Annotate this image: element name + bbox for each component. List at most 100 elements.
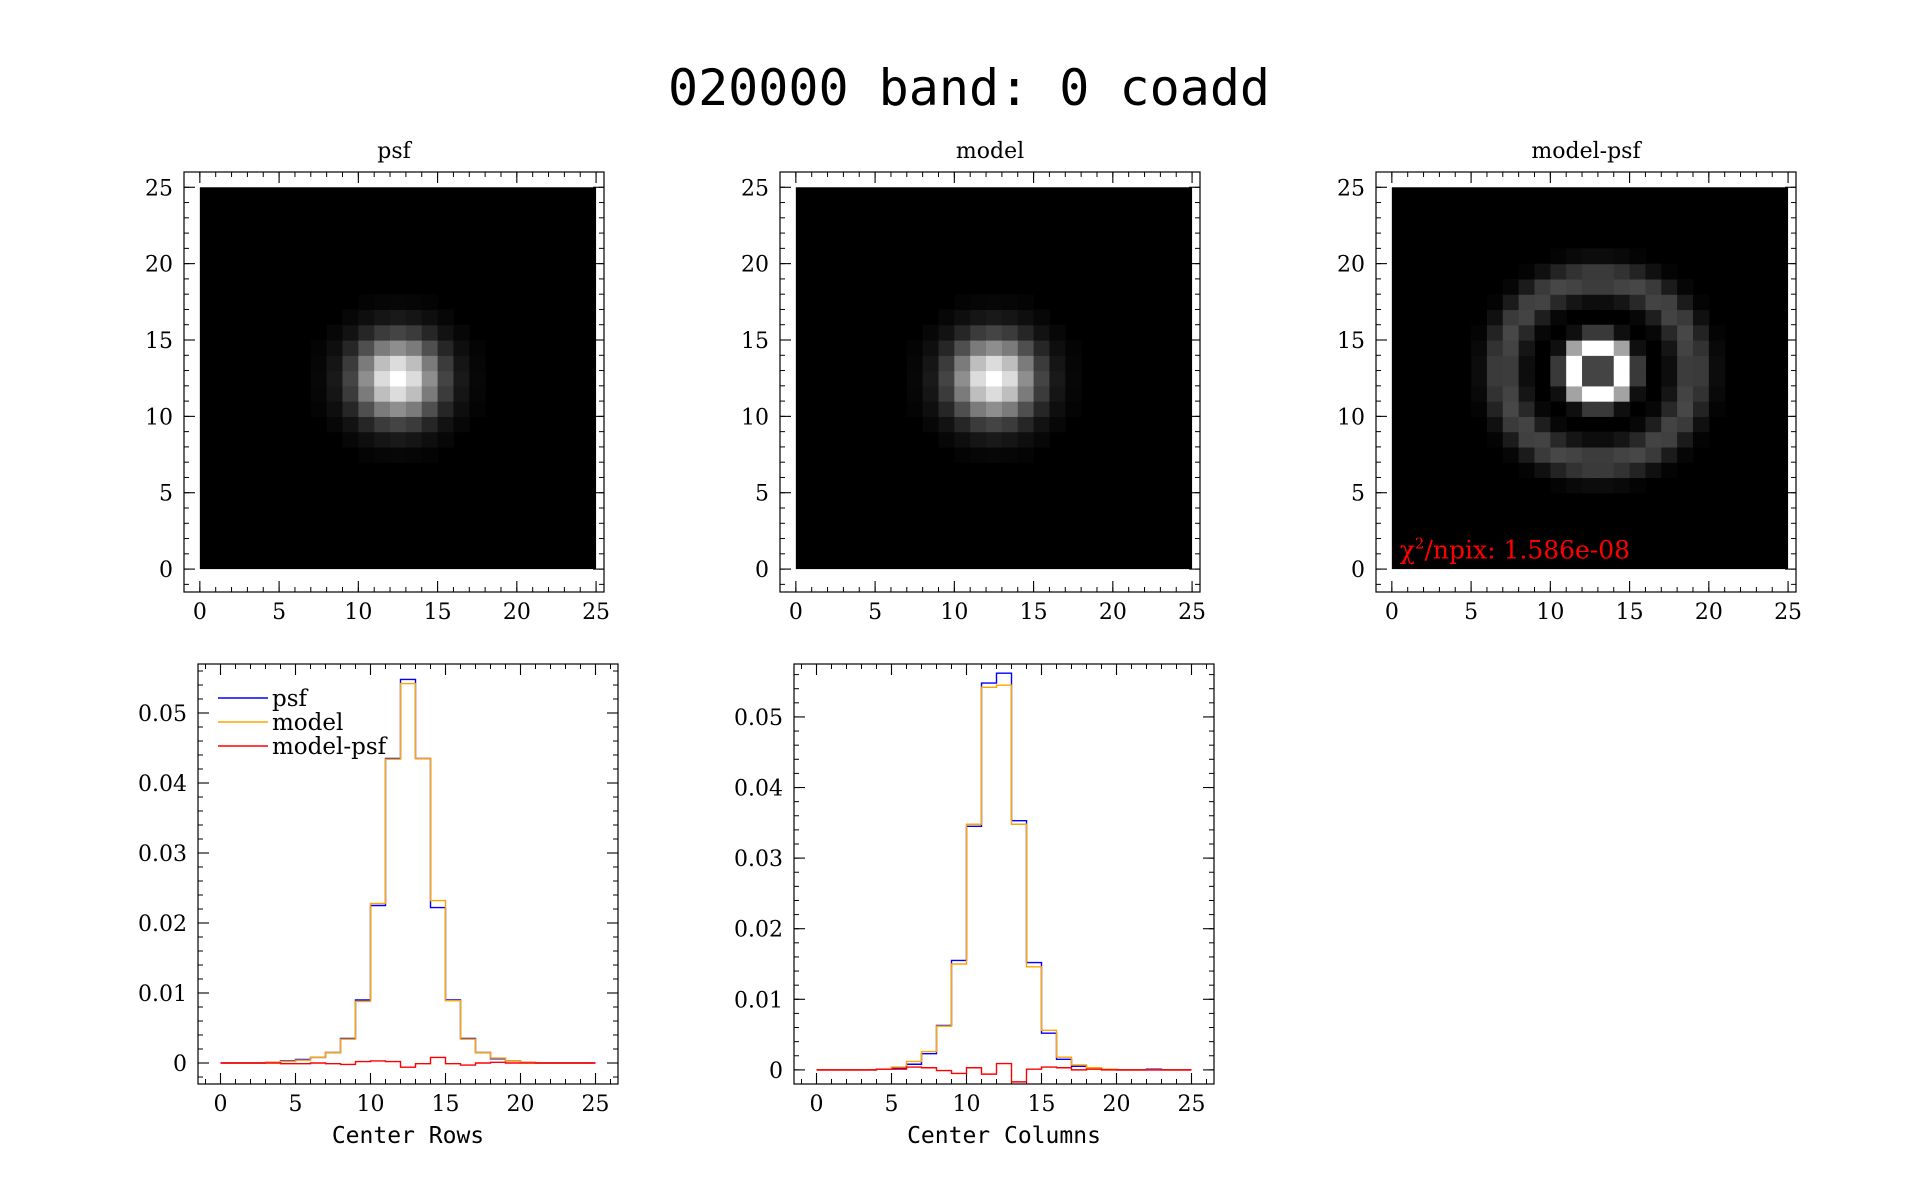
image-pixel [1518,431,1536,448]
image-pixel [437,355,455,372]
y-tick-label: 0.01 [138,982,187,1007]
image-pixel [1597,385,1615,402]
image-pixel [1033,340,1051,356]
image-pixel [1629,309,1647,326]
profile-panel-4: 0 5 10 15 20 25 0 0.01 0.02 0.03 0.04 0.05 Center Co… [734,663,1215,1149]
image-pixel [1597,263,1615,280]
y-tick-label: 10 [145,405,173,430]
x-tick-label: 10 [357,1092,385,1117]
image-pixel [1550,385,1567,402]
plot-frame [779,171,1201,593]
image-pixel [1001,370,1019,387]
heatmap-panel-model: 0 5 10 15 20 25 0 5 10 15 20 25 model [741,139,1206,625]
series-line-model-psf [220,1056,596,1068]
image-pixel [954,355,971,372]
image-pixel [1001,324,1019,341]
y-tick-label: 5 [755,482,769,507]
image-pixel [374,370,391,387]
image-pixel [1033,431,1051,448]
y-tick-label: 15 [145,329,173,354]
image-pixel [342,401,359,417]
image-pixel [1629,431,1647,448]
image-pixel [437,401,455,417]
image-pixel [1708,401,1726,417]
image-pixel [1065,355,1082,372]
image-pixel [1677,431,1694,448]
image-pixel [358,340,375,356]
image-pixel [1518,401,1536,417]
legend-label-psf: psf [272,686,309,712]
image-pixel [1582,263,1599,280]
image-pixel [421,446,439,463]
image-pixel [390,370,407,387]
image-pixel [954,340,971,356]
image-pixel [1566,278,1583,295]
image-pixel [1518,340,1536,356]
image-pixel [1613,294,1631,311]
series-line-psf [816,672,1192,1071]
image-pixel [986,431,1003,448]
image-pixel [906,401,924,417]
image-pixel [1502,278,1520,295]
image-pixel [1661,355,1678,372]
image-pixel [1001,340,1019,356]
x-tick-label: 20 [507,1092,535,1117]
image-pixel [1518,294,1536,311]
image-pixel [1582,431,1599,448]
x-tick-label: 20 [503,600,531,625]
y-tick-label: 0 [173,1052,187,1077]
image-pixel [1550,278,1567,295]
image-pixel [954,294,971,311]
image-pixel [1661,431,1678,448]
image-pixel [1049,385,1066,402]
image-pixel [1582,278,1599,295]
image-pixel [1613,370,1631,387]
image-pixel [986,401,1003,417]
image-pixel [1597,324,1615,341]
image-pixel [1017,416,1035,433]
image-pixel [1692,309,1710,326]
image-pixel [1033,309,1051,326]
image-pixel [1001,416,1019,433]
image-pixel [954,324,971,341]
image-pixel [1518,278,1536,295]
image-pixel [1582,294,1599,311]
y-tick-label: 0 [755,558,769,583]
image-pixel [906,385,924,402]
image-pixel [1550,416,1567,433]
image-pixel [405,355,423,372]
image-pixel [1534,324,1551,341]
image-pixel [1486,416,1504,433]
image-pixel [1692,401,1710,417]
image-pixel [1661,401,1678,417]
image-pixel [970,340,987,356]
image-pixel [938,355,955,372]
image-pixel [374,340,391,356]
y-tick-label: 0.03 [734,847,783,872]
image-pixel [342,385,359,402]
image-pixel [1534,309,1551,326]
image-pixel [1566,431,1583,448]
image-pixel [970,446,987,463]
x-tick-label: 15 [1616,600,1644,625]
image-pixel [1017,355,1035,372]
legend-label-model-psf: model-psf [272,734,388,760]
image-pixel [1613,355,1631,372]
image-pixel [1486,324,1504,341]
image-pixel [1033,416,1051,433]
image-pixel [390,294,407,311]
image-pixel [1502,355,1520,372]
image-pixel [1645,462,1662,479]
image-pixel [437,340,455,356]
image-pixel [1661,294,1678,311]
image-pixel [1677,324,1694,341]
x-tick-label: 5 [868,600,882,625]
image-pixel [421,431,439,448]
image-pixel [421,416,439,433]
image-pixel [1613,385,1631,402]
image-pixel [970,401,987,417]
image-pixel [1486,309,1504,326]
image-pixel [310,401,328,417]
image-pixel [1001,294,1019,311]
